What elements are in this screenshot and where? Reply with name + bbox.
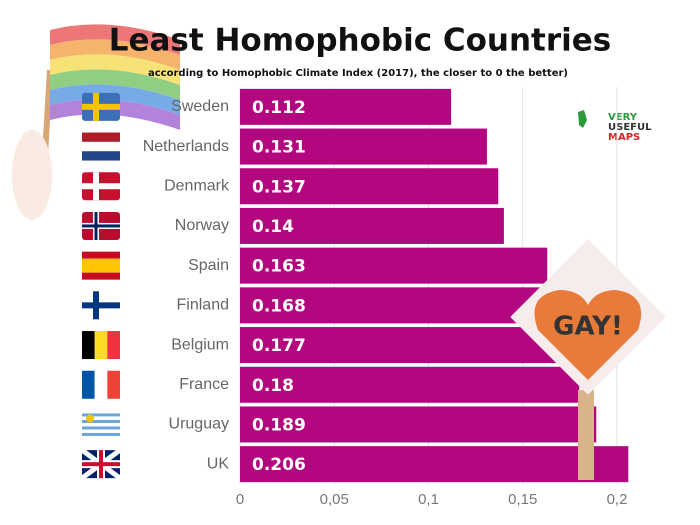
flag-part	[82, 302, 120, 309]
flag-part	[107, 331, 120, 360]
flag-part	[82, 141, 120, 152]
flag	[82, 92, 120, 121]
flag-part	[82, 432, 120, 436]
flag-part	[94, 370, 108, 399]
y-tick-label: Netherlands	[143, 138, 229, 155]
flag	[82, 251, 120, 280]
flag	[82, 331, 120, 360]
flag-part	[93, 291, 99, 320]
x-tick-label: 0	[236, 491, 244, 508]
value-label: 0.163	[252, 257, 306, 277]
y-tick-label: Norway	[175, 217, 229, 234]
logo-text: VERY	[608, 112, 638, 123]
bar	[240, 287, 557, 324]
x-tick-label: 0,05	[320, 491, 349, 508]
flag-part	[82, 224, 120, 228]
flag-part	[94, 211, 98, 240]
flag-part	[82, 258, 120, 273]
y-tick-label: UK	[207, 455, 230, 472]
flag-part	[86, 414, 94, 423]
chart-subtitle: according to Homophobic Climate Index (2…	[148, 68, 568, 79]
x-tick-label: 0,15	[508, 491, 537, 508]
flag-part	[94, 331, 108, 360]
flag	[82, 291, 120, 320]
y-tick-label: Uruguay	[169, 416, 229, 433]
value-label: 0.112	[252, 98, 306, 118]
value-label: 0.177	[252, 336, 306, 356]
bar	[240, 168, 499, 205]
value-label: 0.137	[252, 177, 306, 197]
y-tick-label: Spain	[188, 257, 229, 274]
logo: VERY USEFUL MAPS	[578, 110, 652, 143]
flag-part	[82, 132, 120, 142]
x-tick-label: 0,1	[418, 491, 439, 508]
value-label: 0.189	[252, 415, 306, 435]
flag-part	[82, 419, 120, 423]
flag-part	[82, 272, 120, 280]
value-label: 0.18	[252, 376, 294, 396]
value-label: 0.14	[252, 217, 294, 237]
logo-text: USEFUL	[608, 122, 652, 133]
flag-part	[107, 370, 120, 399]
y-tick-label: Sweden	[171, 98, 229, 115]
flag-part	[82, 151, 120, 161]
bar	[240, 207, 504, 244]
logo-text: MAPS	[608, 132, 640, 143]
flag-part	[82, 426, 120, 430]
flag-part	[82, 370, 95, 399]
bar	[240, 128, 487, 165]
flag	[82, 172, 120, 201]
y-tick-label: Denmark	[164, 177, 230, 194]
bar	[240, 446, 629, 483]
sign-decoration: GAY!	[510, 239, 666, 480]
flag-part	[82, 103, 120, 110]
bar	[240, 366, 580, 403]
sign-text: GAY!	[553, 312, 623, 342]
flag-part	[82, 413, 120, 417]
flag-part	[99, 450, 103, 479]
flag	[82, 410, 120, 439]
value-label: 0.168	[252, 296, 306, 316]
flag-part	[82, 251, 120, 259]
y-tick-label: France	[179, 376, 229, 393]
flag-part	[82, 331, 95, 360]
x-tick-label: 0,2	[607, 491, 628, 508]
bar	[240, 88, 452, 125]
flag-part	[93, 92, 99, 121]
flag	[82, 370, 120, 399]
y-tick-label: Finland	[177, 297, 229, 314]
bar	[240, 247, 548, 284]
value-label: 0.206	[252, 455, 306, 475]
bar	[240, 406, 597, 443]
chart-title: Least Homophobic Countries	[109, 23, 612, 59]
flag	[80, 448, 122, 481]
flag-part	[82, 183, 120, 190]
bar	[240, 327, 574, 364]
flag	[82, 132, 120, 161]
flag-part	[93, 172, 99, 201]
y-tick-label: Belgium	[171, 336, 229, 353]
flag	[82, 211, 120, 240]
value-label: 0.131	[252, 138, 306, 158]
